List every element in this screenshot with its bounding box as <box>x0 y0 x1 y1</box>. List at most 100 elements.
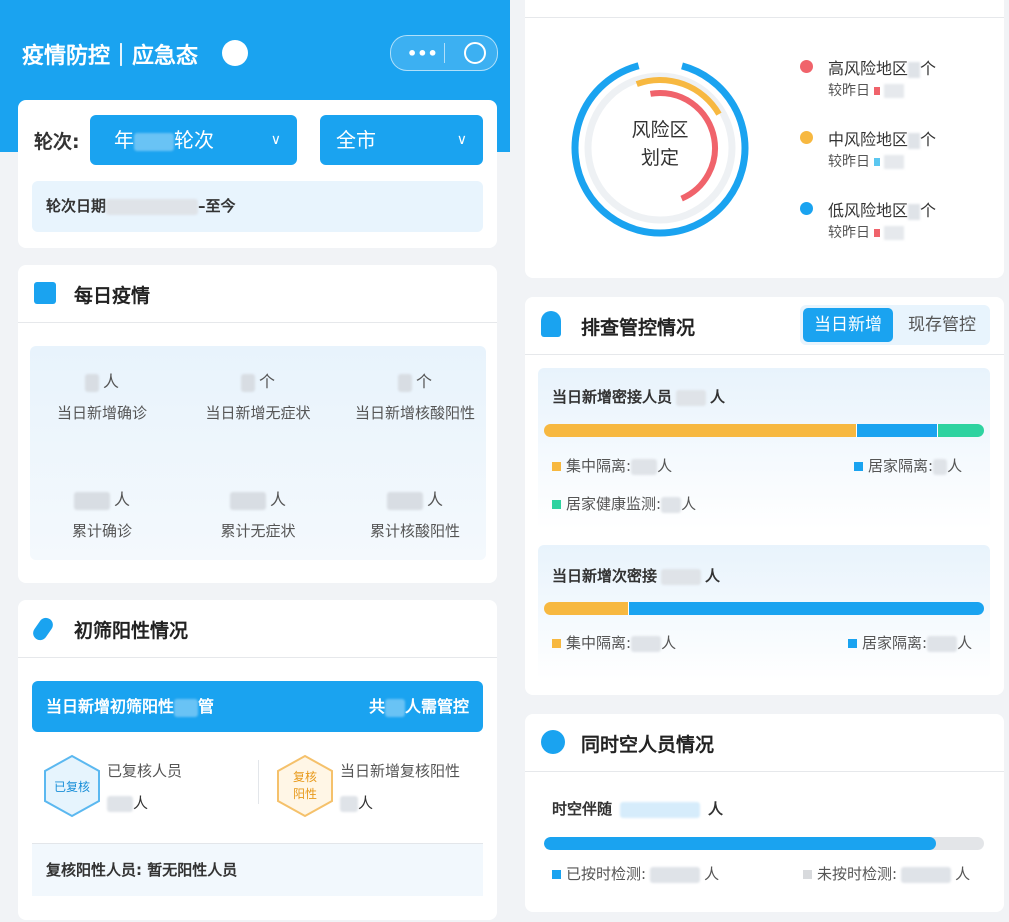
bar-segment <box>937 424 984 437</box>
divider <box>525 17 1004 18</box>
stat-item: 人当日新增确诊 <box>22 368 182 423</box>
city: 全市 <box>336 128 376 152</box>
spacetime-card: 同时空人员情况 时空伴随人 已按时检测: 人 未按时检测: 人 <box>525 714 1004 912</box>
banner-right-prefix: 共 <box>368 697 385 716</box>
card-title: 同时空人员情况 <box>581 734 715 756</box>
card-title: 初筛阳性情况 <box>74 620 189 642</box>
legend-unit: 个 <box>920 130 937 149</box>
legend-name-text: 高风险地区 <box>828 59 909 78</box>
donut-label: 风险区 <box>631 119 688 141</box>
stat-label: 累计核酸阳性 <box>369 522 460 540</box>
risk-donut: 风险区 划定 <box>571 59 749 237</box>
footer-box: 复核阳性人员: 暂无阳性人员 <box>32 843 483 896</box>
legend-name-text: 低风险地区 <box>828 201 909 220</box>
legend-dot <box>800 60 813 73</box>
unit: 人 <box>708 800 724 818</box>
legend-name-text: 中风险地区 <box>828 130 909 149</box>
blur <box>661 568 702 585</box>
block-title: 当日新增次密接 人 <box>552 565 720 586</box>
banner: 当日新增初筛阳性 管 共人需管控 <box>32 681 483 732</box>
stat-value: 个 <box>178 368 338 392</box>
blur <box>174 698 199 717</box>
stat-item: 人累计核酸阳性 <box>335 486 495 541</box>
date-label: 轮次日期 <box>46 197 107 215</box>
filter-card: 轮次: 年轮次 ∨ 全市 ∨ 轮次日期 –至今 <box>18 100 497 248</box>
blur <box>106 198 199 215</box>
stat-label: 当日新增无症状 <box>205 404 311 422</box>
stat-unit: 个 <box>258 372 275 391</box>
legend-item: 未按时检测: 人 <box>803 863 970 884</box>
city-select[interactable]: 全市 ∨ <box>320 115 483 165</box>
item1-value: 人 <box>107 792 148 813</box>
unit: 人 <box>681 495 697 513</box>
footer-label: 复核阳性人员: <box>46 861 142 879</box>
legend-compare: 较昨日 <box>828 151 904 171</box>
stat-value: 个 <box>335 368 495 392</box>
block1: 当日新增密接人员人 集中隔离: 人 居家隔离: 人 居家健康监测: 人 <box>538 368 990 530</box>
round-select[interactable]: 年轮次 ∨ <box>90 115 297 165</box>
more-button[interactable]: ••• <box>407 44 438 63</box>
card-title: 排查管控情况 <box>581 317 696 339</box>
badge-text: 已复核 <box>54 780 90 794</box>
stat-item: 人累计无症状 <box>178 486 338 541</box>
badge-text: 复核 <box>293 770 317 784</box>
badge-text: 阳性 <box>293 787 317 801</box>
stat-unit: 人 <box>102 372 119 391</box>
trend-arrow <box>874 87 880 95</box>
divider <box>444 43 445 63</box>
switch-icon[interactable] <box>222 40 248 66</box>
card-title: 每日疫情 <box>74 285 151 307</box>
round-suffix: 轮次 <box>174 128 214 152</box>
tabs: 当日新增 现存管控 <box>800 305 990 345</box>
stat-label: 当日新增确诊 <box>56 404 147 422</box>
stat-value: 人 <box>22 368 182 392</box>
stat-unit: 人 <box>269 490 286 509</box>
legend-item: 居家健康监测: 人 <box>552 493 696 514</box>
legend-item: 已按时检测: 人 <box>552 863 719 884</box>
bar <box>544 837 984 850</box>
blur <box>884 155 904 169</box>
legend-unit: 个 <box>920 59 937 78</box>
bar-segment <box>544 837 936 850</box>
bar <box>544 424 984 437</box>
globe-icon <box>541 730 565 754</box>
unit: 人 <box>957 634 973 652</box>
calendar-icon <box>34 282 56 304</box>
item2-value: 人 <box>340 792 373 813</box>
unit: 人 <box>661 634 677 652</box>
blur <box>933 458 948 475</box>
card-header: 排查管控情况 <box>525 297 1004 355</box>
blur <box>650 866 701 883</box>
stat-label: 当日新增核酸阳性 <box>354 404 475 422</box>
blur <box>229 491 266 510</box>
blur <box>631 635 662 652</box>
close-button[interactable] <box>464 42 486 64</box>
stat-label: 累计确诊 <box>71 522 132 540</box>
bar-segment <box>857 424 937 437</box>
blur <box>240 373 255 392</box>
stat-value: 人 <box>335 486 495 510</box>
stat-value: 人 <box>178 486 338 510</box>
legend-label: 未按时检测: <box>817 865 898 883</box>
legend-item: 居家隔离: 人 <box>854 455 962 476</box>
legend-unit: 个 <box>920 201 937 220</box>
legend-label: 已按时检测: <box>566 865 647 883</box>
legend-dot <box>800 202 813 215</box>
legend-name: 高风险地区个 <box>828 55 936 79</box>
stat-value: 人 <box>22 486 182 510</box>
legend-label: 集中隔离: <box>566 457 632 475</box>
unit: 人 <box>710 388 726 406</box>
legend-label: 居家健康监测: <box>566 495 662 513</box>
legend-name: 低风险地区个 <box>828 197 936 221</box>
blur <box>631 458 658 475</box>
blur <box>884 84 904 98</box>
date-suffix: –至今 <box>198 197 236 215</box>
blur <box>397 373 412 392</box>
tube-icon <box>30 615 56 643</box>
tab[interactable]: 现存管控 <box>908 315 976 335</box>
tab-active[interactable]: 当日新增 <box>803 308 893 342</box>
stats-area: 人当日新增确诊个当日新增无症状个当日新增核酸阳性人累计确诊人累计无症状人累计核酸… <box>30 346 486 560</box>
unit: 人 <box>705 567 721 585</box>
stat-label: 累计无症状 <box>220 522 296 540</box>
blur <box>107 795 133 812</box>
